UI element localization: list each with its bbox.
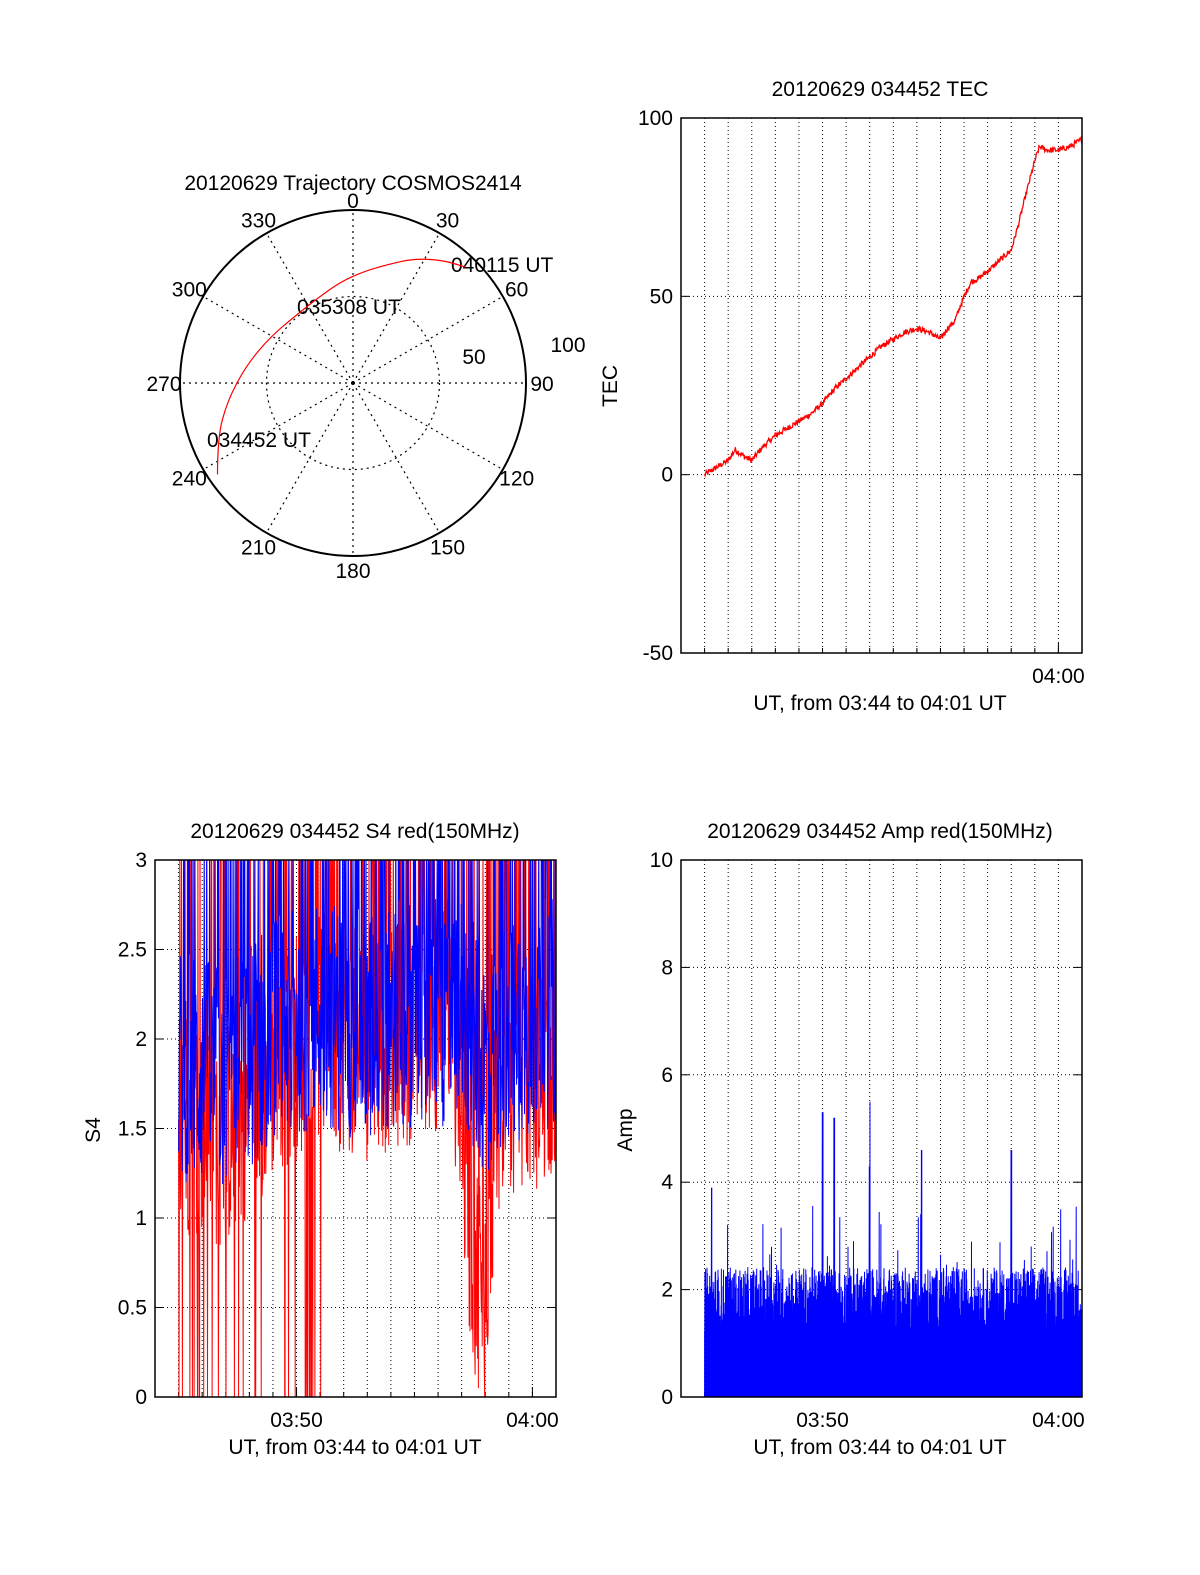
y-tick-label: 10 xyxy=(650,849,673,872)
azimuth-label: 210 xyxy=(241,537,276,560)
s4-panel: 20120629 034452 S4 red(150MHz) 0 0.5 1 1.5 2… xyxy=(82,820,559,1459)
tec-ylabel: TEC xyxy=(599,365,622,407)
azimuth-spoke xyxy=(352,232,441,384)
x-tick-label: 04:00 xyxy=(1032,665,1085,688)
x-tick-label: 04:00 xyxy=(506,1409,559,1432)
y-tick-label: 2 xyxy=(661,1279,673,1302)
elevation-ring-label: 100 xyxy=(550,334,585,357)
track-start-label: 034452 UT xyxy=(207,429,311,452)
polar-trajectory-panel: 20120629 Trajectory COSMOS2414 0 30 60 90 12… xyxy=(146,172,585,583)
x-tick-label: 03:50 xyxy=(796,1409,849,1432)
amp-xlabel: UT, from 03:44 to 04:01 UT xyxy=(753,1436,1006,1459)
s4-plot-area: 0 0.5 1 1.5 2 2.5 3 03:50 04:00 xyxy=(118,849,559,1432)
azimuth-label: 0 xyxy=(347,190,359,213)
amp-series-bars xyxy=(704,1101,1083,1398)
s4-blue-series xyxy=(178,860,556,1185)
satellite-track xyxy=(216,258,466,475)
s4-xlabel: UT, from 03:44 to 04:01 UT xyxy=(228,1436,481,1459)
azimuth-spoke xyxy=(202,295,354,384)
horizon-circle xyxy=(179,209,527,557)
tec-xlabel: UT, from 03:44 to 04:01 UT xyxy=(753,692,1006,715)
plot-frame xyxy=(154,859,557,1398)
y-tick-label: 1 xyxy=(135,1207,147,1230)
elevation-ring xyxy=(265,295,441,471)
y-tick-label: 6 xyxy=(661,1064,673,1087)
y-tick-label: 0 xyxy=(661,1386,673,1409)
amp-title: 20120629 034452 Amp red(150MHz) xyxy=(707,820,1053,843)
azimuth-label: 240 xyxy=(172,468,207,491)
polar-track xyxy=(216,258,466,475)
tec-series-line xyxy=(703,135,1083,478)
y-tick-label: 100 xyxy=(638,107,673,130)
azimuth-label: 330 xyxy=(241,209,276,232)
amp-plot-area: 0 2 4 6 8 10 03:50 04:00 xyxy=(650,849,1085,1432)
polar-grid xyxy=(179,209,527,557)
y-tick-label: 0 xyxy=(135,1386,147,1409)
polar-labels: 0 30 60 90 120 150 180 210 240 270 300 330 50 100 0401… xyxy=(146,190,585,583)
y-tick-label: 4 xyxy=(661,1171,673,1194)
s4-title: 20120629 034452 S4 red(150MHz) xyxy=(190,820,519,843)
y-tick-label: -50 xyxy=(643,642,673,665)
s4-ylabel: S4 xyxy=(82,1117,105,1143)
tec-title: 20120629 034452 TEC xyxy=(772,78,989,101)
y-tick-label: 50 xyxy=(650,285,673,308)
y-tick-label: 2.5 xyxy=(118,939,147,962)
amp-ylabel: Amp xyxy=(614,1108,637,1151)
amp-panel: 20120629 034452 Amp red(150MHz) 02468100… xyxy=(614,820,1085,1459)
azimuth-label: 30 xyxy=(436,209,459,232)
elevation-ring-label: 50 xyxy=(462,346,485,369)
azimuth-label: 180 xyxy=(335,560,370,583)
azimuth-label: 270 xyxy=(146,373,181,396)
azimuth-label: 300 xyxy=(172,279,207,302)
azimuth-spoke xyxy=(352,382,441,534)
azimuth-label: 60 xyxy=(505,279,528,302)
x-tick-label: 04:00 xyxy=(1032,1409,1085,1432)
y-tick-label: 8 xyxy=(661,956,673,979)
azimuth-spoke xyxy=(352,382,504,471)
y-tick-label: 3 xyxy=(135,849,147,872)
y-tick-label: 1.5 xyxy=(118,1118,147,1141)
azimuth-label: 120 xyxy=(499,468,534,491)
track-mid-label: 035308 UT xyxy=(297,296,401,319)
y-tick-label: 0.5 xyxy=(118,1297,147,1320)
azimuth-spoke xyxy=(202,382,354,471)
azimuth-label: 150 xyxy=(430,537,465,560)
track-end-label: 040115 UT xyxy=(451,254,554,277)
y-tick-label: 2 xyxy=(135,1028,147,1051)
plot-frame xyxy=(680,117,1083,654)
s4-series-group xyxy=(178,860,556,1397)
y-tick-label: 0 xyxy=(661,464,673,487)
plot-frame xyxy=(680,859,1083,1398)
azimuth-spoke xyxy=(265,232,354,384)
azimuth-spoke xyxy=(352,295,504,384)
x-tick-label: 03:50 xyxy=(270,1409,323,1432)
tec-panel: 20120629 034452 TEC -50 0 50 100 04:00 UT, f… xyxy=(599,78,1085,715)
tec-plot-area: -50 0 50 100 04:00 xyxy=(638,107,1085,688)
azimuth-spoke xyxy=(265,382,354,534)
polar-title: 20120629 Trajectory COSMOS2414 xyxy=(184,172,522,195)
azimuth-label: 90 xyxy=(530,373,553,396)
